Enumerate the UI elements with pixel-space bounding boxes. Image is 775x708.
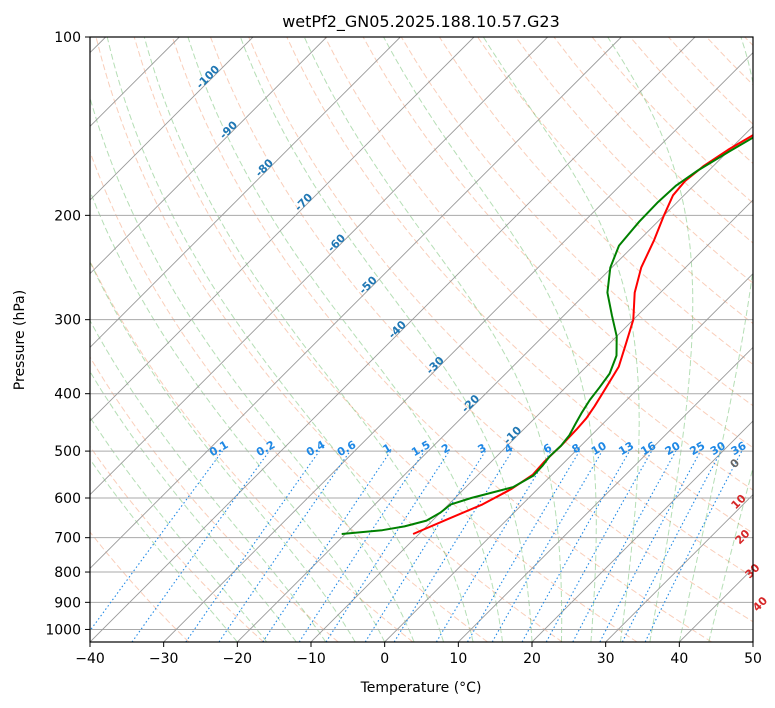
dry-adiabat — [171, 37, 712, 642]
isotherm-line — [163, 52, 753, 642]
moist-adiabat — [187, 37, 503, 642]
moist-adiabat — [678, 37, 753, 642]
chart-title: wetPf2_GN05.2025.188.10.57.G23 — [282, 12, 560, 32]
isotherm-line — [90, 37, 475, 422]
mixing-ratio-lines — [90, 450, 743, 642]
y-tick-label: 200 — [54, 208, 81, 224]
isotherm-line — [458, 346, 753, 642]
mixing-ratio-line — [131, 450, 270, 642]
y-tick-label: 600 — [54, 491, 81, 507]
x-tick-label: −10 — [296, 651, 326, 667]
dry-adiabat — [133, 37, 638, 642]
moist-adiabat — [106, 37, 445, 642]
moist-adiabat — [303, 37, 563, 642]
x-tick-label: 20 — [523, 651, 541, 667]
moist-adiabat — [607, 37, 694, 642]
y-tick-label: 1000 — [45, 622, 81, 638]
moist-adiabat — [90, 458, 238, 642]
moist-adiabat — [383, 37, 597, 642]
profile-series — [341, 134, 753, 535]
mixing-ratio-line — [218, 450, 351, 642]
moist-adiabat — [143, 37, 474, 642]
dry-adiabat — [248, 37, 753, 578]
y-tick-label: 800 — [54, 565, 81, 581]
mixing-ratio-line — [298, 450, 425, 642]
dry-adiabat — [90, 531, 190, 642]
dry-adiabat — [210, 37, 753, 623]
temperature-profile-line — [412, 134, 753, 535]
isotherm-line — [90, 37, 548, 496]
mixing-ratio-line — [325, 450, 450, 642]
dry-adiabat — [438, 37, 753, 366]
isotherm-line — [90, 37, 401, 348]
mixing-ratio-line — [572, 450, 677, 642]
moist-adiabat — [90, 416, 268, 642]
mixing-ratio-line — [185, 450, 320, 642]
x-axis-ticks: −40 −30 −20 −10 0 10 20 30 40 50 — [75, 642, 762, 667]
isotherm-line — [605, 494, 753, 642]
isotherm-line — [531, 420, 753, 642]
moist-adiabat — [90, 370, 297, 642]
mixing-ratio-line — [521, 450, 630, 642]
y-tick-label: 700 — [54, 531, 81, 547]
mixing-ratio-line — [90, 450, 223, 632]
mixing-ratio-line — [262, 450, 392, 642]
moist-adiabat — [239, 37, 533, 642]
y-tick-label: 500 — [54, 444, 81, 460]
y-tick-label: 100 — [54, 30, 81, 46]
y-tick-label: 400 — [54, 387, 81, 403]
mixing-ratio-line — [644, 450, 743, 642]
y-axis-ticks: 100 200 300 400 500 600 700 800 900 1000 — [45, 30, 90, 638]
x-tick-label: 30 — [597, 651, 615, 667]
isotherm-line — [237, 125, 753, 642]
x-tick-label: 50 — [744, 651, 762, 667]
isotherm-line — [90, 37, 622, 569]
y-tick-label: 300 — [54, 313, 81, 329]
dry-adiabat — [95, 37, 563, 642]
moist-adiabat — [482, 37, 640, 642]
x-tick-label: −20 — [223, 651, 253, 667]
isotherm-line — [384, 273, 753, 642]
dry-adiabat — [515, 37, 753, 284]
x-tick-label: −40 — [75, 651, 105, 667]
dry-adiabat — [400, 37, 753, 407]
isotherm-line — [310, 199, 753, 642]
dewpoint-profile-line — [341, 136, 753, 535]
x-tick-label: 40 — [670, 651, 688, 667]
y-axis-title: Pressure (hPa) — [12, 290, 28, 390]
isotherm-gridlines — [90, 37, 753, 642]
dry-adiabats — [90, 37, 753, 642]
dry-adiabat — [90, 150, 488, 642]
y-tick-label: 900 — [54, 595, 81, 611]
isotherm-line — [90, 37, 696, 642]
isotherm-line — [90, 37, 254, 201]
isotherm-line — [90, 37, 327, 275]
dry-adiabat — [90, 445, 264, 642]
moist-adiabat — [90, 260, 356, 642]
plot-frame — [89, 36, 754, 643]
mixing-ratio-line — [545, 450, 653, 642]
x-tick-label: 10 — [449, 651, 467, 667]
dry-adiabat — [90, 356, 339, 642]
x-tick-label: 0 — [380, 651, 389, 667]
moist-adiabat — [90, 189, 386, 642]
x-axis-title: Temperature (°C) — [360, 680, 482, 696]
x-tick-label: −30 — [149, 651, 179, 667]
